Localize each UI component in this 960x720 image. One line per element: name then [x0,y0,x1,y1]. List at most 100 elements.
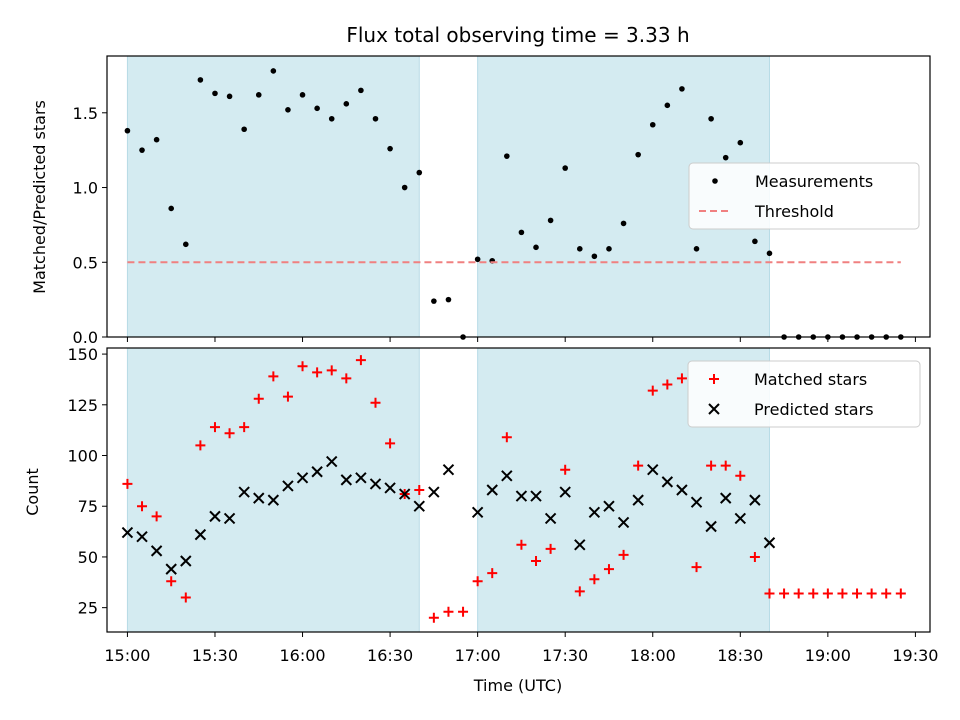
measurement-point [533,244,539,251]
matched-stars-point [458,606,469,617]
predicted-stars-point [690,496,703,508]
predicted-stars-point [296,472,309,484]
measurement-point [737,139,744,146]
axes-frame [106,347,931,633]
matched-stars-point [151,511,162,522]
top-y-axis-label: Matched/Predicted stars [30,100,49,294]
measurement-point [255,92,262,98]
x-tick-label: 16:00 [279,646,325,665]
matched-stars-point [793,588,804,599]
matched-stars-point [837,588,848,599]
matched-stars-point [501,432,512,443]
predicted-stars-point [136,530,148,543]
predicted-stars-point [413,500,425,512]
matched-stars-point [822,588,833,599]
x-tick-label: 17:00 [455,646,501,665]
measurement-point [474,256,481,263]
figure-title: Flux total observing time = 3.33 h [346,23,689,47]
predicted-stars-point [194,528,207,541]
legend-entry: Predicted stars [754,400,874,419]
axes-frame [106,55,931,338]
matched-stars-point [779,588,790,599]
x-tick-label: 17:30 [542,646,588,665]
predicted-stars-point [530,490,542,502]
y-tick-label: 150 [67,345,98,364]
matched-stars-point [574,586,585,597]
predicted-stars-point [661,476,674,488]
matched-stars-point [180,592,191,603]
predicted-stars-point [253,492,265,504]
matched-stars-point [720,460,731,471]
matched-stars-point [166,576,177,587]
matched-stars-point [676,373,687,384]
matched-stars-point [239,422,250,433]
matched-stars-point [706,460,717,471]
measurement-point [241,126,247,133]
predicted-stars-point [223,512,236,525]
predicted-stars-point [355,472,367,484]
x-tick-label: 16:30 [367,646,413,665]
measurement-point [299,92,306,98]
predicted-stars-point [515,490,528,502]
predicted-stars-point [442,464,455,476]
measurement-point [620,220,627,227]
matched-stars-point [122,478,133,489]
x-tick-label: 18:00 [630,646,676,665]
matched-stars-point [370,397,381,408]
matched-stars-point [647,385,658,396]
measurement-point [649,121,656,128]
predicted-stars-point [384,482,396,494]
matched-stars-point [691,562,702,573]
predicted-stars-point [165,563,177,575]
predicted-stars-point [150,545,163,557]
measurement-point [722,154,729,161]
y-tick-label: 75 [78,497,98,516]
matched-stars-point [414,485,425,495]
matched-stars-point [545,543,556,554]
matched-stars-point [282,391,293,402]
matched-stars-point [531,556,542,566]
predicted-stars-point [734,512,747,525]
measurement-point [416,169,423,176]
legend-box [688,162,920,230]
predicted-stars-point [398,488,411,500]
legend-marker [708,403,720,415]
matched-stars-point [472,576,483,587]
measurement-point [124,127,131,134]
measurement-point [226,93,233,100]
legend-entry: Matched stars [754,370,867,389]
measurement-point [591,253,598,260]
predicted-stars-point [617,516,630,529]
matched-stars-point [852,588,863,599]
y-tick-label: 125 [67,396,98,415]
matched-stars-point [808,588,819,599]
matched-stars-point [443,606,454,617]
y-tick-label: 1.5 [73,104,98,123]
matched-stars-point [589,574,600,585]
x-tick-label: 15:30 [192,646,238,665]
matched-stars-point [209,422,220,433]
x-axis-ticks: 15:00 15:30 16:00 16:30 17:00 17:30 18:00 18:30… [104,646,938,665]
matched-stars-point [137,501,148,512]
y-tick-label: 50 [78,548,98,567]
measurement-point [343,101,350,107]
matched-stars-point [224,428,235,439]
matched-stars-point [735,470,746,481]
measurement-point [518,229,525,236]
bottom-y-axis-label: Count [23,468,42,516]
matched-stars-point [326,365,337,376]
matched-stars-point [603,564,614,575]
x-tick-label: 15:00 [104,646,150,665]
predicted-stars-point [574,539,586,551]
matched-stars-point [866,588,877,599]
matched-stars-point [516,539,527,550]
measurement-point [212,90,218,97]
matched-stars-point [749,551,760,562]
legend-entry: Threshold [754,202,834,221]
measurement-point [708,115,714,122]
measurement-point [285,107,291,113]
predicted-stars-point [471,506,484,519]
y-tick-label: 1.0 [73,179,98,198]
predicted-stars-point [486,484,498,496]
